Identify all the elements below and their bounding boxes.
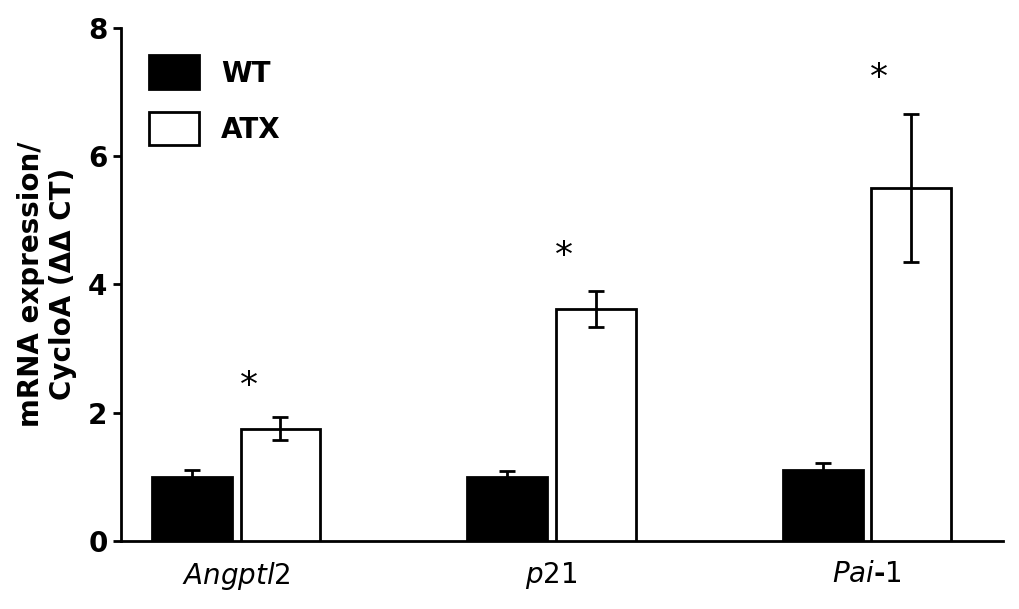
Bar [467,477,547,541]
Bar [870,188,950,541]
Y-axis label: mRNA expression/
CycloA (ΔΔ CT): mRNA expression/ CycloA (ΔΔ CT) [16,141,77,427]
Bar [240,429,320,541]
Text: *: * [239,369,258,403]
Text: *: * [554,239,573,273]
Text: *: * [869,61,888,95]
Bar [152,477,232,541]
Bar [555,309,635,541]
Bar [782,470,862,541]
Legend: WT, ATX: WT, ATX [135,41,293,160]
